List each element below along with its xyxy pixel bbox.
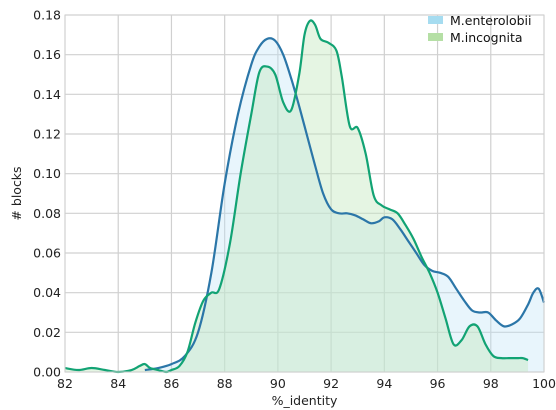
legend-swatch-enterolobii bbox=[428, 16, 443, 24]
x-tick-label: 90 bbox=[270, 376, 286, 391]
x-tick-label: 98 bbox=[483, 376, 499, 391]
y-tick-label: 0.08 bbox=[33, 206, 61, 221]
y-tick-label: 0.06 bbox=[33, 246, 61, 261]
y-tick-label: 0.10 bbox=[33, 166, 61, 181]
y-tick-label: 0.16 bbox=[33, 47, 61, 62]
x-tick-label: 96 bbox=[430, 376, 446, 391]
legend-label-enterolobii: M.enterolobii bbox=[450, 13, 531, 28]
y-tick-label: 0.18 bbox=[33, 8, 61, 23]
x-tick-label: 86 bbox=[163, 376, 179, 391]
y-tick-label: 0.14 bbox=[33, 87, 61, 102]
series-lines bbox=[64, 19, 546, 374]
plot-frame bbox=[64, 14, 545, 373]
x-tick-label: 84 bbox=[110, 376, 126, 391]
y-tick-label: 0.04 bbox=[33, 285, 61, 300]
area-fill-mincognita bbox=[65, 20, 529, 373]
area-fill-menterolobii bbox=[144, 38, 544, 372]
x-tick-label: 100 bbox=[532, 376, 556, 391]
legend-label-incognita: M.incognita bbox=[450, 30, 523, 45]
x-axis-label: %_identity bbox=[272, 393, 338, 408]
y-tick-labels: 0.00 0.02 0.04 0.06 0.08 0.10 0.12 0.14 0.16 0.18 bbox=[33, 8, 61, 380]
series-line-mincognita bbox=[64, 19, 529, 374]
x-tick-label: 92 bbox=[323, 376, 339, 391]
x-tick-label: 82 bbox=[57, 376, 73, 391]
y-tick-label: 0.02 bbox=[33, 325, 61, 340]
series-line-menterolobii bbox=[144, 37, 546, 372]
x-tick-labels: 82 84 86 88 90 92 94 96 98 100 bbox=[57, 376, 556, 391]
y-tick-label: 0.00 bbox=[33, 365, 61, 380]
x-tick-label: 94 bbox=[376, 376, 392, 391]
legend: M.enterolobii M.incognita bbox=[428, 13, 531, 45]
y-axis-label: # blocks bbox=[9, 166, 24, 220]
y-tick-label: 0.12 bbox=[33, 127, 61, 142]
x-tick-label: 88 bbox=[217, 376, 233, 391]
area-fills bbox=[65, 20, 544, 373]
legend-swatch-incognita bbox=[428, 33, 443, 41]
